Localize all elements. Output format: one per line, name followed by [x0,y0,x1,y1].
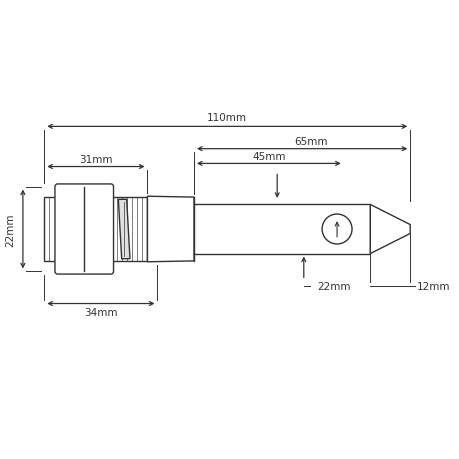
Text: 31mm: 31mm [79,155,112,165]
FancyBboxPatch shape [55,185,113,274]
Text: 110mm: 110mm [207,113,247,123]
Text: 22mm: 22mm [316,281,350,291]
Text: 12mm: 12mm [415,281,449,291]
Text: 22mm: 22mm [6,213,16,246]
Text: 45mm: 45mm [252,152,285,162]
Text: 65mm: 65mm [294,136,327,146]
Bar [194,205,369,254]
Polygon shape [147,197,194,262]
Polygon shape [118,200,130,259]
Circle shape [321,214,351,245]
Polygon shape [369,205,409,254]
Bar [44,197,147,262]
Text: 34mm: 34mm [84,307,118,317]
